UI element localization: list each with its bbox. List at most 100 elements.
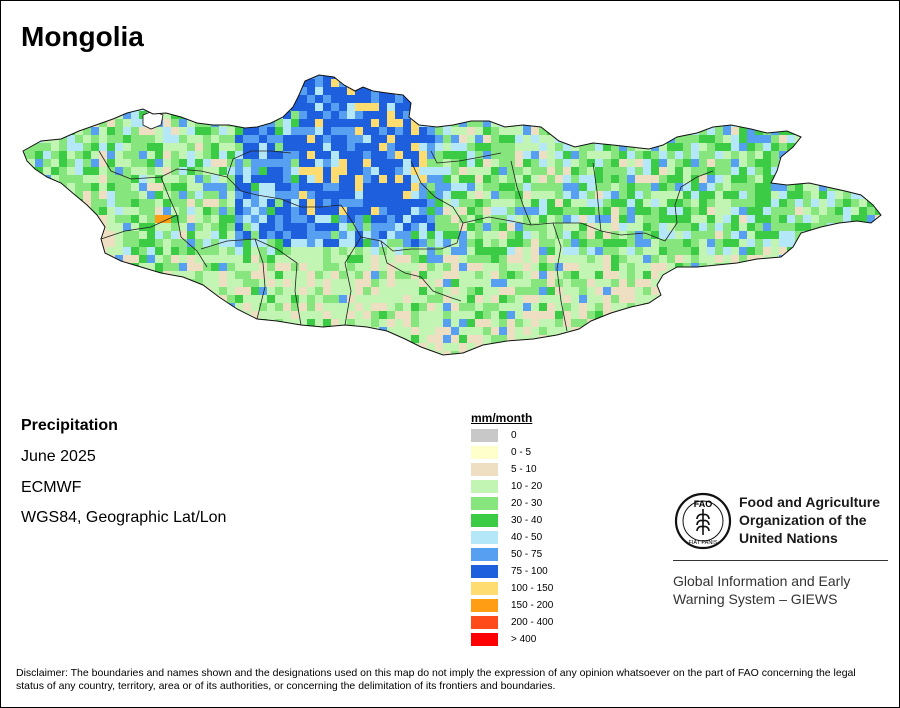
precip-cell <box>107 239 115 247</box>
precip-cell <box>699 335 707 343</box>
precip-cell <box>643 223 651 231</box>
precip-cell <box>27 175 35 183</box>
precip-cell <box>675 111 683 119</box>
precip-cell <box>155 255 163 263</box>
precip-cell <box>795 199 803 207</box>
precip-cell <box>627 335 635 343</box>
precip-cell <box>211 311 219 319</box>
precip-cell <box>195 151 203 159</box>
precip-cell <box>811 343 819 351</box>
precip-cell <box>659 351 667 355</box>
precip-cell <box>403 263 411 271</box>
precip-cell <box>851 271 859 279</box>
precip-cell <box>859 343 867 351</box>
precip-cell <box>619 95 627 103</box>
precip-cell <box>99 207 107 215</box>
precip-cell <box>179 319 187 327</box>
precip-cell <box>443 319 451 327</box>
precip-cell <box>859 263 867 271</box>
precip-cell <box>707 287 715 295</box>
precip-cell <box>835 247 843 255</box>
precip-cell <box>379 247 387 255</box>
precip-cell <box>763 239 771 247</box>
precip-cell <box>667 103 675 111</box>
precip-cell <box>235 127 243 135</box>
precip-cell <box>75 255 83 263</box>
precip-cell <box>843 199 851 207</box>
precip-cell <box>99 87 107 95</box>
precip-cell <box>747 199 755 207</box>
precip-cell <box>427 239 435 247</box>
precip-cell <box>643 231 651 239</box>
precip-cell <box>99 255 107 263</box>
precip-cell <box>579 207 587 215</box>
precip-cell <box>571 271 579 279</box>
precip-cell <box>467 167 475 175</box>
precip-cell <box>739 223 747 231</box>
precip-cell <box>539 255 547 263</box>
precip-cell <box>507 287 515 295</box>
precip-cell <box>603 119 611 127</box>
precip-cell <box>843 119 851 127</box>
legend-swatch <box>471 429 498 442</box>
precip-cell <box>579 279 587 287</box>
precip-cell <box>811 127 819 135</box>
precip-cell <box>779 287 787 295</box>
precip-cell <box>323 87 331 95</box>
precip-cell <box>539 207 547 215</box>
precip-cell <box>699 79 707 87</box>
precip-cell <box>451 207 459 215</box>
precip-cell <box>59 327 67 335</box>
precip-cell <box>387 207 395 215</box>
precip-cell <box>875 191 881 199</box>
precip-cell <box>547 255 555 263</box>
precip-cell <box>627 239 635 247</box>
precip-cell <box>723 183 731 191</box>
precip-cell <box>155 87 163 95</box>
precip-cell <box>739 287 747 295</box>
precip-cell <box>843 103 851 111</box>
precip-cell <box>59 127 67 135</box>
precip-cell <box>371 279 379 287</box>
legend-swatch <box>471 463 498 476</box>
precip-cell <box>643 335 651 343</box>
precip-cell <box>363 327 371 335</box>
precip-cell <box>459 319 467 327</box>
precip-cell <box>139 175 147 183</box>
precip-cell <box>779 327 787 335</box>
precip-cell <box>99 159 107 167</box>
precip-cell <box>131 143 139 151</box>
precip-cell <box>763 271 771 279</box>
precip-cell <box>283 303 291 311</box>
precip-cell <box>827 191 835 199</box>
precip-cell <box>283 255 291 263</box>
precip-cell <box>291 143 299 151</box>
precip-cell <box>107 223 115 231</box>
precip-cell <box>627 207 635 215</box>
precip-cell <box>403 135 411 143</box>
precip-cell <box>787 207 795 215</box>
precip-cell <box>515 335 523 343</box>
precip-cell <box>75 231 83 239</box>
precip-cell <box>107 95 115 103</box>
precip-cell <box>779 143 787 151</box>
precip-cell <box>115 127 123 135</box>
precip-cell <box>243 95 251 103</box>
precip-cell <box>123 199 131 207</box>
precip-cell <box>139 335 147 343</box>
precip-cell <box>715 327 723 335</box>
precip-cell <box>667 119 675 127</box>
precip-cell <box>603 215 611 223</box>
precip-cell <box>435 295 443 303</box>
precip-cell <box>475 239 483 247</box>
precip-cell <box>555 111 563 119</box>
precip-cell <box>259 247 267 255</box>
precip-cell <box>563 127 571 135</box>
precip-cell <box>355 103 363 111</box>
precip-cell <box>507 159 515 167</box>
precip-cell <box>499 351 507 355</box>
precip-cell <box>23 271 27 279</box>
precip-cell <box>155 143 163 151</box>
precip-cell <box>443 75 451 79</box>
precip-cell <box>619 143 627 151</box>
